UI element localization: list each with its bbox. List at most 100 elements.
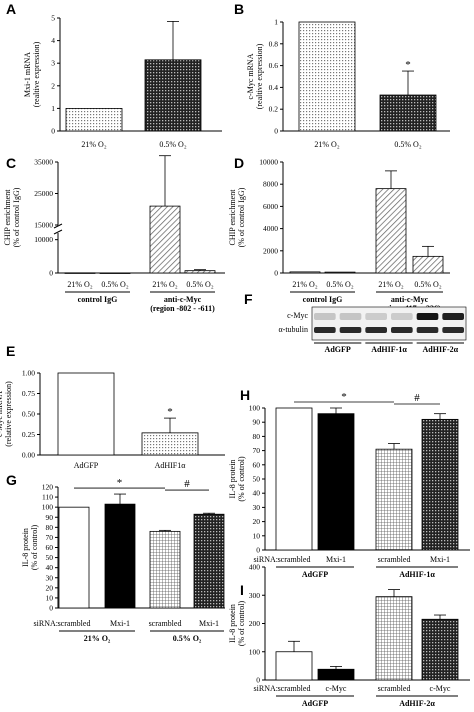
panel-d: D 0 2000 4000 6000 8000 10000 CHIP enrichment (%… xyxy=(228,155,450,313)
y-tick-label: 4000 xyxy=(263,224,278,233)
category-label: scrambled xyxy=(378,555,411,564)
y-tick-label: 1 xyxy=(274,18,278,27)
category-label: scrambled xyxy=(58,619,91,628)
category-label: scrambled xyxy=(149,619,182,628)
bar xyxy=(275,651,313,681)
y-axis-label: CHIP enrichment xyxy=(3,189,12,246)
bar xyxy=(412,255,444,274)
panel-i: I 0 100 200 300 400 IL-8 protein (% of control)… xyxy=(228,563,470,708)
y-tick-label: 0.50 xyxy=(22,410,35,419)
blot-band xyxy=(442,327,464,333)
lane-label: AdGFP xyxy=(325,345,351,354)
y-tick-label: 60 xyxy=(46,543,54,552)
y-tick-label: 100 xyxy=(249,404,261,413)
bar xyxy=(104,503,136,609)
category-label: 0.5% O₂ xyxy=(414,280,441,289)
bar xyxy=(324,271,356,274)
y-tick-label: 80 xyxy=(46,523,54,532)
y-tick-label: 1.00 xyxy=(22,369,35,378)
y-axis-label: (% of control) xyxy=(30,525,39,571)
panel-f: Fc-Myc α-tubulin AdGFP AdHIF-1α AdHIF-2α xyxy=(244,291,467,354)
group-label: 21% O₂ xyxy=(84,634,111,643)
bar xyxy=(149,205,181,274)
blot-band xyxy=(339,313,362,320)
blot-band xyxy=(339,327,362,333)
y-axis-label: IL-8 protein xyxy=(228,604,237,643)
blot-band xyxy=(314,313,336,320)
bar xyxy=(58,506,90,609)
y-tick-label: 0 xyxy=(274,127,278,136)
bar xyxy=(421,418,459,551)
y-tick-label: 0.6 xyxy=(269,61,279,70)
y-tick-label: 35000 xyxy=(34,158,53,167)
bar xyxy=(298,21,356,132)
bar xyxy=(379,94,437,132)
bar xyxy=(421,618,459,681)
y-axis-label: (% of control IgG) xyxy=(12,187,21,247)
bar xyxy=(193,513,225,609)
category-label: Mxi-1 xyxy=(326,555,346,564)
group-label: AdHIF-2α xyxy=(399,699,435,708)
y-tick-label: 0 xyxy=(49,604,53,613)
lane-label: AdHIF-1α xyxy=(371,345,407,354)
significance-marker: * xyxy=(167,406,173,418)
panel-letter: H xyxy=(240,387,250,403)
significance-marker: # xyxy=(414,392,420,404)
y-tick-label: 30 xyxy=(253,503,261,512)
y-tick-label: 1 xyxy=(51,104,55,113)
category-label: scrambled xyxy=(378,684,411,693)
category-label: 21% O₂ xyxy=(81,140,106,149)
category-label: 0.5% O₂ xyxy=(186,280,213,289)
y-tick-label: 0 xyxy=(49,269,53,278)
category-label: 21% O₂ xyxy=(67,280,92,289)
blot-band xyxy=(442,313,464,320)
y-tick-label: 300 xyxy=(249,591,261,600)
y-tick-label: 10000 xyxy=(34,235,53,244)
panel-letter: D xyxy=(234,155,244,171)
category-label: 21% O₂ xyxy=(314,140,339,149)
panel-letter: G xyxy=(6,472,17,488)
bar xyxy=(144,59,202,132)
y-tick-label: 15000 xyxy=(34,221,53,230)
y-tick-label: 100 xyxy=(249,647,261,656)
panel-a: A 0 1 2 3 4 5 Mxi-1 mRNA (realtive expression) 21… xyxy=(6,1,222,149)
bar xyxy=(141,432,199,456)
category-label: c-Myc xyxy=(326,684,347,693)
y-tick-label: 10 xyxy=(46,593,54,602)
y-tick-label: 0 xyxy=(274,269,278,278)
category-label: 21% O₂ xyxy=(378,280,403,289)
blot-row-label: c-Myc xyxy=(287,311,308,320)
panel-h: H 0 10 20 30 40 50 60 70 80 90 100 IL-8 protein (% of… xyxy=(228,387,470,579)
y-tick-label: 6000 xyxy=(263,202,278,211)
y-tick-label: 0.2 xyxy=(269,105,279,114)
bar xyxy=(65,108,123,132)
y-axis-label: c-Myc mRNA xyxy=(246,53,255,99)
y-tick-label: 0.4 xyxy=(269,83,279,92)
y-tick-label: 110 xyxy=(42,493,53,502)
category-label: scrambled xyxy=(278,555,311,564)
panel-letter: A xyxy=(6,1,16,17)
bar xyxy=(275,407,313,551)
group-label: AdHIF-1α xyxy=(399,570,435,579)
y-axis-label: IL-8 protein xyxy=(21,528,30,567)
y-tick-label: 70 xyxy=(46,533,54,542)
y-tick-label: 10000 xyxy=(259,158,278,167)
category-label: Mxi-1 xyxy=(430,555,450,564)
y-tick-label: 120 xyxy=(42,483,54,492)
blot-band xyxy=(365,313,387,320)
y-tick-label: 90 xyxy=(253,418,261,427)
y-tick-label: 0.75 xyxy=(22,389,35,398)
significance-marker: * xyxy=(405,59,411,71)
panel-b: B 0 0.2 0.4 0.6 0.8 1 c-Myc mRNA (realtive expre… xyxy=(234,1,450,149)
panel-c: C 0 10000 15000 25000 35000 CHIP enrichment (% … xyxy=(3,155,225,313)
blot-row-label: α-tubulin xyxy=(278,325,308,334)
bar xyxy=(375,188,407,274)
y-tick-label: 90 xyxy=(46,513,54,522)
sirna-prefix: siRNA: xyxy=(254,684,278,693)
y-tick-label: 100 xyxy=(42,503,54,512)
group-label: anti-c-Myc xyxy=(164,295,202,304)
panel-letter: B xyxy=(234,1,244,17)
y-tick-label: 0.25 xyxy=(22,430,35,439)
bar xyxy=(184,270,216,274)
category-label: AdGFP xyxy=(74,461,99,470)
